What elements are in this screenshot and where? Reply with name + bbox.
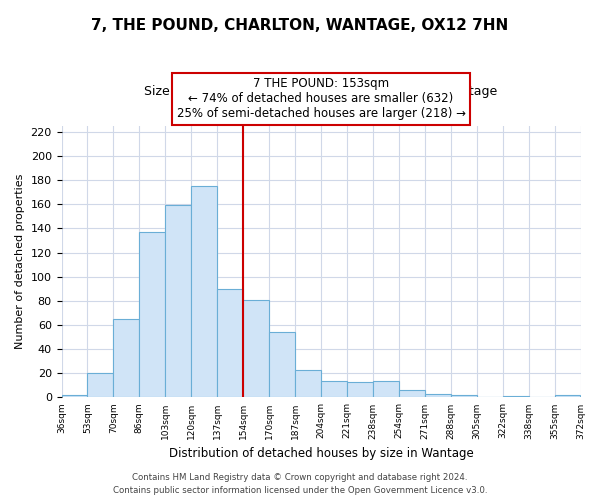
Bar — [139, 232, 166, 398]
Bar — [373, 380, 399, 398]
Bar — [321, 380, 347, 398]
Bar — [243, 300, 269, 398]
Y-axis label: Number of detached properties: Number of detached properties — [15, 174, 25, 350]
Text: Contains HM Land Registry data © Crown copyright and database right 2024.
Contai: Contains HM Land Registry data © Crown c… — [113, 474, 487, 495]
Bar — [347, 382, 373, 398]
Bar — [191, 186, 217, 398]
Bar — [62, 395, 88, 398]
X-axis label: Distribution of detached houses by size in Wantage: Distribution of detached houses by size … — [169, 447, 473, 460]
Bar — [269, 332, 295, 398]
Bar — [166, 206, 191, 398]
Bar — [554, 395, 580, 398]
Bar — [113, 319, 139, 398]
Text: 7, THE POUND, CHARLTON, WANTAGE, OX12 7HN: 7, THE POUND, CHARLTON, WANTAGE, OX12 7H… — [91, 18, 509, 32]
Title: Size of property relative to detached houses in Wantage: Size of property relative to detached ho… — [145, 85, 497, 98]
Text: 7 THE POUND: 153sqm
← 74% of detached houses are smaller (632)
25% of semi-detac: 7 THE POUND: 153sqm ← 74% of detached ho… — [176, 78, 466, 120]
Bar — [451, 395, 477, 398]
Bar — [425, 394, 451, 398]
Bar — [217, 288, 243, 398]
Bar — [88, 374, 113, 398]
Bar — [295, 370, 321, 398]
Bar — [399, 390, 425, 398]
Bar — [503, 396, 529, 398]
